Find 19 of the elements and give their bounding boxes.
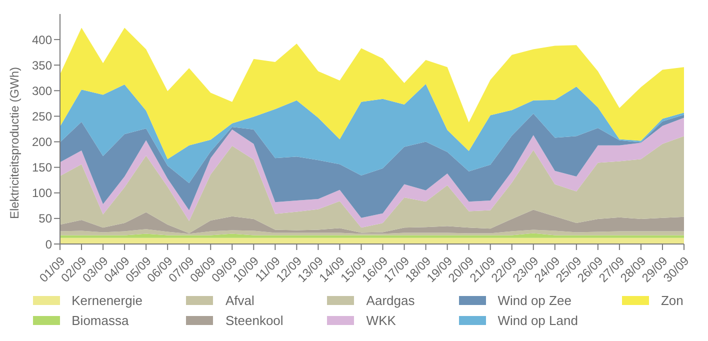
- legend-label: Wind op Zee: [498, 292, 572, 308]
- y-tick-label: 100: [32, 186, 52, 200]
- y-tick-label: 350: [32, 58, 52, 72]
- y-tick-label: 250: [32, 109, 52, 124]
- y-tick-label: 400: [32, 32, 52, 47]
- legend-label: Kernenergie: [72, 292, 142, 308]
- legend-label: WKK: [366, 312, 396, 328]
- y-tick-label: 300: [32, 84, 52, 98]
- legend-label: Biomassa: [72, 312, 129, 328]
- y-tick-label: 0: [45, 237, 52, 252]
- y-tick-label: 150: [32, 160, 52, 175]
- legend-label: Aardgas: [366, 292, 415, 308]
- y-tick-label: 50: [38, 212, 52, 226]
- legend-label: Zon: [660, 292, 684, 308]
- y-axis-title: Elektriciteitsproductie (GWh): [7, 66, 22, 219]
- legend-label: Wind op Land: [498, 312, 578, 328]
- legend-label: Steenkool: [225, 312, 284, 328]
- legend-label: Afval: [225, 292, 254, 308]
- y-tick-label: 200: [32, 135, 52, 150]
